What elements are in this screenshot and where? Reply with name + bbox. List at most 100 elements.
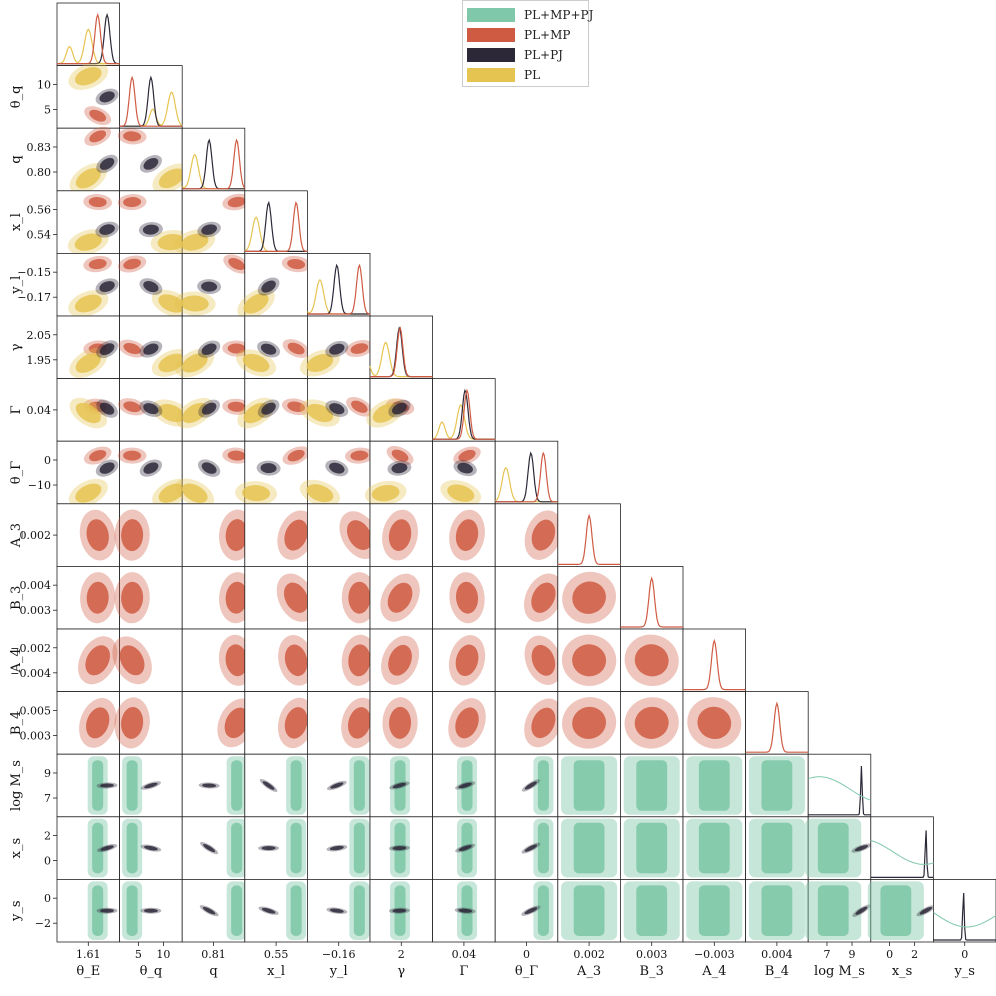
contour-inner-pl-mp [123, 197, 142, 208]
panel-a-4-vs-b-3 [620, 628, 684, 692]
panel--vs-x-l [237, 378, 311, 442]
contour-inner-pl [158, 353, 185, 373]
contour-inner-pl-mp [348, 644, 371, 677]
contour-inner-pl-mp [348, 581, 371, 614]
contour-inner-pl-pj [143, 403, 159, 415]
panel-x-s-vs-x-s [870, 816, 934, 880]
panel-frame [620, 566, 684, 630]
contour-inner-pl-mp [88, 258, 107, 270]
x-tick-label: 2 [398, 948, 405, 961]
contour-inner-pl-mp [287, 401, 306, 412]
panel-b-4-vs-b-4 [745, 691, 809, 755]
contour-inner-pl-pj [458, 782, 472, 789]
contour-inner-pl-mp [123, 258, 141, 270]
marginal-curve-pl-mp [557, 513, 621, 565]
contour-inner-pl-pj [99, 462, 115, 474]
contour-inner-pl-pj [854, 845, 869, 852]
contour-inner-pl-mp-pj [290, 760, 302, 811]
panel-q-vs-e [56, 126, 120, 194]
legend: PL+MP+PJ PL+MP PL+PJ PL [462, 0, 593, 87]
x-tick-label: 2 [911, 948, 918, 961]
panel-a-3-vs- [432, 503, 496, 567]
contour-inner-pl-mp [455, 581, 479, 614]
marginal-curve-pl-mp [244, 201, 308, 252]
contour-inner-pl-pj [392, 782, 407, 789]
contour-inner-pl-pj [202, 906, 216, 915]
contour-inner-pl-mp [119, 645, 145, 676]
contour-inner-pl-pj [457, 462, 473, 474]
contour-inner-pl-pj [458, 908, 473, 913]
panel--vs-y-l [299, 315, 374, 379]
legend-label-pl-mp-pj: PL+MP+PJ [524, 8, 594, 22]
panel-e-vs-e [56, 2, 120, 66]
contour-inner-pl-mp [86, 519, 109, 551]
contour-inner-pl [371, 484, 400, 502]
panel-a-3-vs-e [56, 503, 120, 567]
contour-inner-pl-pj [261, 846, 276, 851]
panel-b-4-vs-b-3 [620, 691, 684, 755]
contour-inner-pl-pj [392, 846, 407, 851]
contour-inner-pl-mp [697, 706, 732, 740]
contour-inner-pl-pj [329, 462, 345, 474]
contour-inner-pl-mp [284, 519, 308, 551]
y-axis-label: A_3 [9, 523, 24, 548]
x-axis-label: A_3 [576, 964, 601, 979]
contour-inner-pl [242, 485, 271, 502]
contour-inner-pl-mp-pj [573, 822, 605, 874]
contour-inner-pl-mp [88, 197, 107, 208]
x-tick-label: 0 [523, 948, 530, 961]
panel-x-s-vs-a-4 [682, 816, 746, 880]
contour-inner-pl-mp-pj [92, 760, 104, 811]
panel-frame [682, 628, 746, 692]
y-tick-label: 0.83 [27, 141, 52, 154]
panel-x-s-vs- [494, 816, 559, 880]
contour-inner-pl-pj [524, 781, 537, 790]
contour-inner-pl [74, 233, 102, 251]
contour-inner-pl-mp-pj [231, 822, 243, 874]
x-axis-label: B_3 [640, 964, 664, 979]
panel-x-s-vs-q [119, 816, 183, 880]
contour-inner-pl-mp [121, 581, 144, 614]
panel-a-4-vs-y-l [306, 628, 378, 692]
panel--vs-y-l [299, 378, 373, 442]
contour-inner-pl-pj [201, 281, 218, 292]
panel-b-3-vs-q [114, 566, 183, 630]
panel-y-l-vs-x-l [237, 252, 311, 319]
contour-inner-pl [157, 234, 186, 251]
y-tick-label: 1.95 [27, 354, 52, 367]
contour-inner-pl-mp [224, 707, 249, 739]
panel-y-s-vs-x-l [244, 879, 308, 943]
contour-inner-pl-pj [143, 343, 159, 355]
x-axis-label: x_s [892, 964, 913, 979]
panel-x-s-vs-b-3 [620, 816, 684, 880]
contour-inner-pl [306, 353, 334, 372]
contour-inner-pl-mp-pj [353, 760, 365, 811]
y-tick-label: 0.003 [20, 729, 52, 742]
x-axis-label: y_s [953, 964, 975, 979]
contour-inner-pl [75, 352, 101, 373]
contour-inner-pl [181, 483, 208, 503]
contour-inner-pl-mp [455, 707, 479, 739]
panel-y-s-vs-q [119, 879, 183, 943]
panel--vs-q [175, 378, 252, 442]
panel-frame [181, 127, 246, 192]
contour-inner-pl-mp [455, 644, 479, 677]
panel-x-s-vs-a-3 [557, 816, 621, 880]
panel-q-vs-e [56, 62, 120, 129]
contour-inner-pl [181, 233, 209, 251]
panel--vs- [364, 440, 433, 506]
x-tick-label: 0.04 [452, 948, 477, 961]
y-axis-label: x_s [9, 838, 24, 859]
y-tick-label: 10 [37, 78, 51, 91]
contour-inner-pl-mp [572, 644, 607, 677]
x-tick-label: 0.002 [573, 948, 605, 961]
panel-b-3-vs- [432, 566, 496, 630]
x-axis-label: θ_E [76, 964, 100, 979]
panel-a-4-vs- [369, 628, 433, 692]
panel-y-s-vs- [494, 879, 559, 943]
panel-a-4-vs-q [112, 628, 183, 692]
contour-inner-pl-mp [228, 258, 246, 271]
panel-a-4-vs-a-3 [557, 628, 621, 692]
marginal-curve-pl-mp [745, 701, 809, 753]
contour-inner-pl-mp-pj [126, 885, 138, 936]
